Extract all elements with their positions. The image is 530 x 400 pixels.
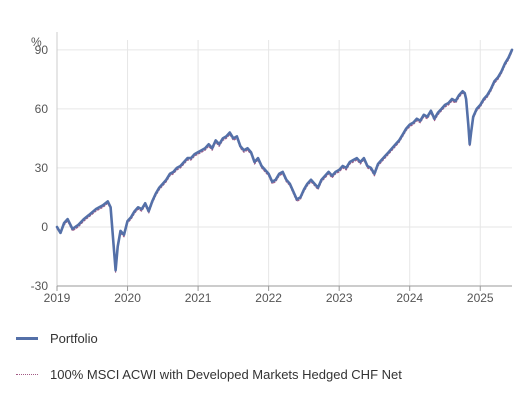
series-line-portfolio (55, 48, 514, 272)
line-chart: -30 0 30 60 90 2019 2020 2021 2022 2023 2024 2025 % (31, 32, 514, 305)
x-tick-label: 2022 (255, 291, 282, 305)
x-tick-label: 2020 (114, 291, 141, 305)
legend-swatch-portfolio (16, 336, 38, 340)
legend-swatch-benchmark (16, 373, 38, 375)
x-tick-label: 2025 (467, 291, 494, 305)
y-tick-label: 60 (35, 102, 49, 116)
chart-grid (56, 40, 512, 287)
legend-label-benchmark: 100% MSCI ACWI with Developed Markets He… (50, 366, 402, 382)
legend-label-portfolio: Portfolio (50, 330, 98, 346)
x-tick-label: 2024 (396, 291, 423, 305)
chart-axes: -30 0 30 60 90 2019 2020 2021 2022 2023 2024 2025 (31, 32, 512, 305)
y-axis-unit-label: % (31, 35, 42, 49)
x-tick-label: 2023 (326, 291, 353, 305)
legend-item-portfolio[interactable]: Portfolio (16, 328, 98, 348)
x-tick-label: 2021 (185, 291, 212, 305)
legend-item-benchmark[interactable]: 100% MSCI ACWI with Developed Markets He… (16, 364, 402, 384)
y-tick-label: 0 (41, 220, 48, 234)
y-tick-label: -30 (31, 279, 49, 293)
y-tick-label: 90 (35, 43, 49, 57)
x-tick-label: 2019 (44, 291, 71, 305)
chart-series (55, 48, 514, 273)
series-line-benchmark (56, 51, 513, 273)
y-tick-label: 30 (35, 161, 49, 175)
